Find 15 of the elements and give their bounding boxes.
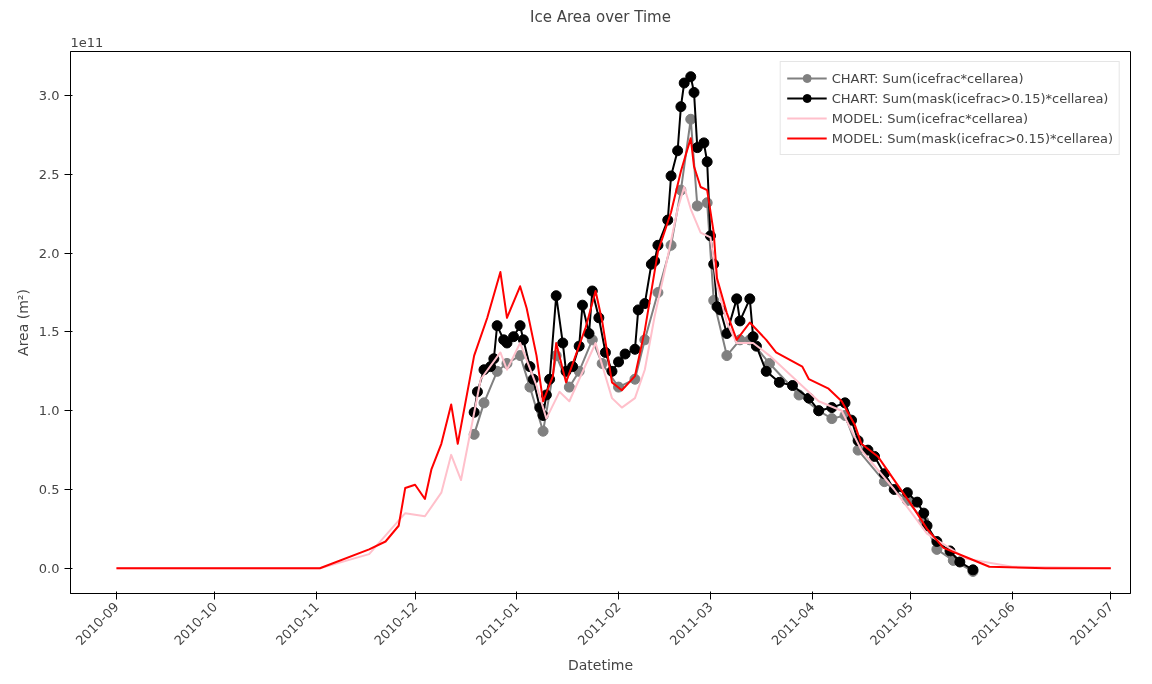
y-tick-label: 2.0 (38, 245, 60, 261)
y-tick-label: 1.5 (38, 324, 60, 340)
text: 1e11 (70, 34, 104, 50)
chart-title: Ice Area over Time (530, 7, 671, 26)
y-tick-label: 0.5 (38, 482, 60, 498)
y-tick-label: 2.5 (38, 166, 60, 182)
legend-label: MODEL: Sum(mask(icefrac>0.15)*cellarea) (831, 130, 1113, 146)
y-tick-label: 0.0 (38, 560, 60, 576)
legend-label: MODEL: Sum(icefrac*cellarea) (831, 110, 1029, 126)
x-axis-title: Datetime (567, 657, 634, 674)
y-axis-title: Area (m²) (14, 289, 31, 356)
y-tick-label: 3.0 (38, 88, 60, 104)
y-tick-label: 1.0 (38, 403, 60, 419)
legend-label: CHART: Sum(icefrac*cellarea) (831, 70, 1024, 86)
legend-label: CHART: Sum(mask(icefrac>0.15)*cellarea) (831, 90, 1109, 106)
